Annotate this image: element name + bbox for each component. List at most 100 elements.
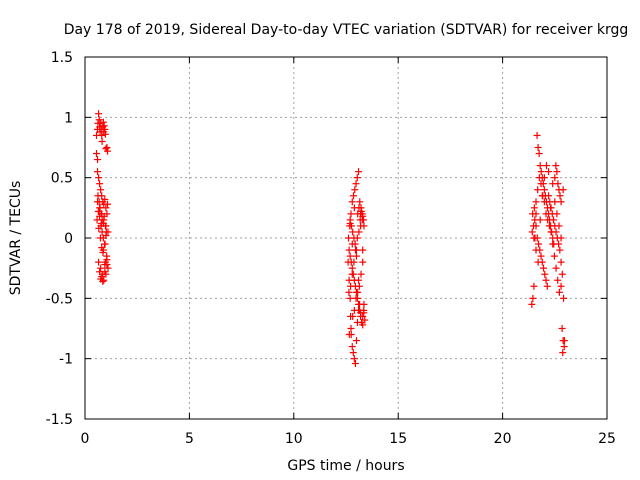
x-axis-label: GPS time / hours xyxy=(287,458,404,474)
data-point xyxy=(536,162,544,170)
data-point xyxy=(551,198,559,206)
data-point xyxy=(550,216,558,224)
data-point xyxy=(348,198,356,206)
data-point xyxy=(560,294,568,302)
data-point xyxy=(556,192,564,200)
data-point xyxy=(550,252,558,260)
data-point xyxy=(556,246,564,254)
data-point xyxy=(542,162,550,170)
data-point xyxy=(545,192,553,200)
data-point xyxy=(533,131,541,139)
data-point xyxy=(101,130,109,138)
data-point xyxy=(355,228,363,236)
data-point xyxy=(557,234,565,242)
data-point xyxy=(358,216,366,224)
data-point xyxy=(355,282,363,290)
data-point xyxy=(102,222,110,230)
data-point xyxy=(352,246,360,254)
data-point xyxy=(98,137,106,145)
data-point xyxy=(100,216,108,224)
data-point xyxy=(350,355,358,363)
axis-ticks: 0 5 10 15 20 25 -1.5 -1 -0.5 0 0.5 1 1.5 xyxy=(46,50,616,447)
x-tick-label: 20 xyxy=(494,431,512,447)
data-point xyxy=(357,312,365,320)
data-point xyxy=(345,246,353,254)
data-point xyxy=(540,186,548,194)
data-point xyxy=(557,258,565,266)
data-point xyxy=(355,168,363,176)
data-point xyxy=(360,309,368,317)
data-point xyxy=(532,198,540,206)
data-point xyxy=(528,228,536,236)
data-point xyxy=(349,228,357,236)
data-point xyxy=(359,258,367,266)
data-point xyxy=(94,168,102,176)
data-point xyxy=(347,282,355,290)
y-axis-label: SDTVAR / TECUs xyxy=(8,181,24,296)
data-point xyxy=(355,276,363,284)
data-point xyxy=(101,195,109,203)
data-point xyxy=(92,150,100,158)
data-point xyxy=(542,276,550,284)
data-point xyxy=(353,174,361,182)
y-tick-label: 0 xyxy=(64,231,73,247)
data-point xyxy=(357,210,365,218)
data-point xyxy=(99,246,107,254)
data-point xyxy=(534,186,542,194)
data-point xyxy=(348,270,356,278)
data-point xyxy=(558,270,566,278)
data-point xyxy=(349,349,357,357)
y-tick-label: 0.5 xyxy=(51,171,73,187)
data-point xyxy=(352,252,360,260)
data-point xyxy=(346,294,354,302)
data-point xyxy=(100,276,108,284)
data-point xyxy=(98,228,106,236)
data-point xyxy=(102,232,110,240)
data-point xyxy=(542,210,550,218)
chart-title: Day 178 of 2019, Sidereal Day-to-day VTE… xyxy=(64,22,629,38)
data-point xyxy=(551,174,559,182)
data-point xyxy=(348,343,356,351)
data-point xyxy=(540,174,548,182)
data-point xyxy=(357,222,365,230)
data-point xyxy=(534,258,542,266)
data-point xyxy=(95,174,103,182)
data-point xyxy=(553,168,561,176)
data-point xyxy=(101,125,109,133)
data-point xyxy=(347,325,355,332)
data-point xyxy=(98,131,106,139)
data-point xyxy=(353,234,361,242)
data-point xyxy=(537,168,545,176)
data-point xyxy=(537,180,545,188)
data-point xyxy=(97,186,105,194)
y-tick-label: -1 xyxy=(59,352,73,368)
y-tick-label: -1.5 xyxy=(46,412,73,428)
data-point xyxy=(534,144,542,151)
data-point xyxy=(545,168,553,176)
data-point xyxy=(549,180,557,188)
data-point xyxy=(95,224,103,232)
data-point xyxy=(346,252,354,260)
data-point xyxy=(101,268,109,276)
data-point xyxy=(535,150,543,158)
data-point xyxy=(352,337,360,345)
data-point xyxy=(357,270,365,278)
series-pass-1 xyxy=(92,110,112,285)
data-point xyxy=(553,210,561,218)
data-point xyxy=(552,264,560,272)
data-point xyxy=(549,240,557,248)
data-point xyxy=(95,207,103,215)
data-point xyxy=(350,258,358,266)
data-point xyxy=(544,216,552,224)
data-point xyxy=(104,200,112,208)
data-point xyxy=(560,337,568,345)
data-point xyxy=(540,198,548,206)
data-point xyxy=(535,240,543,248)
data-point xyxy=(97,220,105,228)
data-point xyxy=(103,144,111,151)
data-point xyxy=(559,186,567,194)
data-point xyxy=(348,240,356,248)
data-point xyxy=(94,192,102,200)
series-pass-2 xyxy=(344,168,369,367)
y-tick-label: -0.5 xyxy=(46,291,73,307)
